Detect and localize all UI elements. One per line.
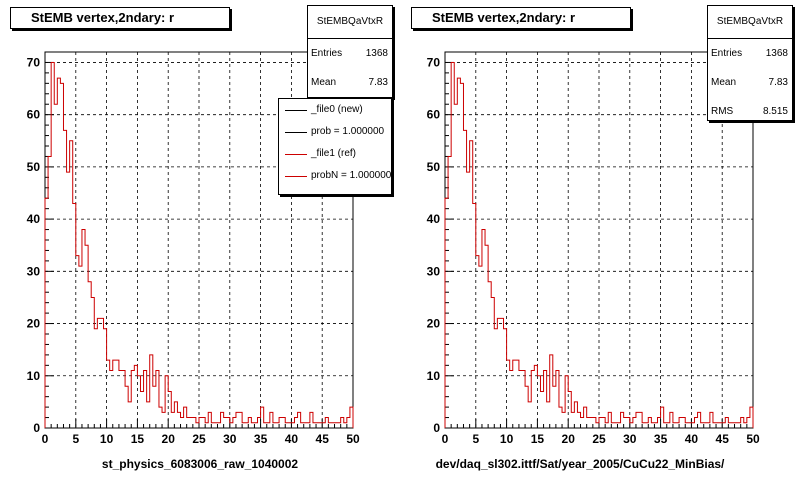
x-tick-label: 25 bbox=[592, 432, 606, 446]
stats-mean-value: 7.83 bbox=[368, 77, 388, 88]
x-tick-label: 10 bbox=[100, 432, 114, 446]
y-tick-label: 20 bbox=[427, 317, 441, 331]
legend-label: _file1 (ref) bbox=[311, 148, 357, 159]
x-tick-label: 50 bbox=[746, 432, 760, 446]
x-tick-label: 40 bbox=[685, 432, 699, 446]
stats-entries-label: Entries bbox=[711, 48, 743, 59]
y-tick-label: 30 bbox=[427, 264, 441, 278]
legend-swatch bbox=[285, 110, 307, 111]
stats-mean-label: Mean bbox=[311, 77, 337, 88]
stats-rms-row: RMS 8.515 bbox=[708, 97, 792, 126]
chart-title-right: StEMB vertex,2ndary: r bbox=[411, 7, 631, 29]
stats-mean-row: Mean 7.83 bbox=[308, 68, 392, 97]
y-tick-label: 10 bbox=[427, 369, 441, 383]
chart-title-left: StEMB vertex,2ndary: r bbox=[10, 7, 230, 29]
x-tick-label: 5 bbox=[72, 432, 79, 446]
x-tick-label: 15 bbox=[531, 432, 545, 446]
y-tick-label: 20 bbox=[27, 317, 41, 331]
y-tick-label: 50 bbox=[27, 160, 41, 174]
histogram-plot-right: 0 5 10 15 20 25 30 35 40 45 50 0 10 20 30 40 50 60 70 bbox=[427, 51, 760, 446]
x-tick-label: 45 bbox=[316, 432, 330, 446]
legend-item: probN = 1.000000 bbox=[279, 165, 391, 187]
stats-mean-label: Mean bbox=[711, 77, 737, 88]
x-axis-label-right: dev/daq_sl302.ittf/Sat/year_2005/CuCu22_… bbox=[435, 457, 725, 471]
stats-entries-row: Entries 1368 bbox=[708, 39, 792, 68]
y-tick-label: 70 bbox=[27, 55, 41, 69]
y-tick-label: 40 bbox=[427, 212, 441, 226]
stats-mean-value: 7.83 bbox=[768, 77, 788, 88]
x-tick-label: 30 bbox=[623, 432, 637, 446]
legend-item: _file1 (ref) bbox=[279, 143, 391, 165]
x-tick-label: 0 bbox=[42, 432, 49, 446]
x-tick-label: 45 bbox=[716, 432, 730, 446]
stats-entries-value: 1368 bbox=[365, 48, 388, 59]
y-tick-label: 70 bbox=[427, 55, 441, 69]
x-tick-label: 5 bbox=[472, 432, 479, 446]
legend-item: prob = 1.000000 bbox=[279, 121, 391, 143]
legend-label: prob = 1.000000 bbox=[311, 126, 385, 137]
stats-name: StEMBQaVtxR bbox=[308, 6, 392, 39]
y-tick-label: 60 bbox=[27, 108, 41, 122]
stats-box-left: StEMBQaVtxR Entries 1368 Mean 7.83 bbox=[307, 5, 393, 98]
stats-name: StEMBQaVtxR bbox=[708, 6, 792, 39]
legend-label: probN = 1.000000 bbox=[311, 170, 392, 181]
x-tick-label: 10 bbox=[500, 432, 514, 446]
stats-mean-row: Mean 7.83 bbox=[708, 68, 792, 97]
legend-swatch bbox=[285, 176, 307, 177]
y-tick-label: 30 bbox=[27, 264, 41, 278]
y-tick-label: 0 bbox=[33, 421, 40, 435]
x-axis-label-left: st_physics_6083006_raw_1040002 bbox=[101, 457, 299, 471]
legend-swatch bbox=[285, 132, 307, 133]
legend-swatch bbox=[285, 154, 307, 155]
legend-left: _file0 (new) prob = 1.000000 _file1 (ref… bbox=[278, 98, 392, 195]
y-tick-label: 50 bbox=[427, 160, 441, 174]
y-tick-label: 40 bbox=[27, 212, 41, 226]
y-tick-label: 60 bbox=[427, 108, 441, 122]
x-tick-label: 50 bbox=[346, 432, 360, 446]
x-tick-label: 25 bbox=[192, 432, 206, 446]
stats-box-right: StEMBQaVtxR Entries 1368 Mean 7.83 RMS 8… bbox=[707, 5, 793, 121]
legend-label: _file0 (new) bbox=[311, 104, 363, 115]
y-tick-label: 10 bbox=[27, 369, 41, 383]
legend-item: _file0 (new) bbox=[279, 99, 391, 121]
x-tick-label: 20 bbox=[562, 432, 576, 446]
x-tick-label: 15 bbox=[131, 432, 145, 446]
x-tick-label: 30 bbox=[223, 432, 237, 446]
stats-rms-value: 8.515 bbox=[762, 106, 788, 117]
stats-entries-row: Entries 1368 bbox=[308, 39, 392, 68]
stats-rms-label: RMS bbox=[711, 106, 734, 117]
x-tick-label: 20 bbox=[162, 432, 176, 446]
x-tick-label: 0 bbox=[442, 432, 449, 446]
stats-entries-value: 1368 bbox=[765, 48, 788, 59]
y-tick-label: 0 bbox=[433, 421, 440, 435]
stats-entries-label: Entries bbox=[311, 48, 343, 59]
histogram-series-line bbox=[44, 61, 354, 428]
x-tick-label: 35 bbox=[254, 432, 268, 446]
histogram-series-line bbox=[444, 61, 754, 428]
x-tick-label: 35 bbox=[654, 432, 668, 446]
x-tick-label: 40 bbox=[285, 432, 299, 446]
